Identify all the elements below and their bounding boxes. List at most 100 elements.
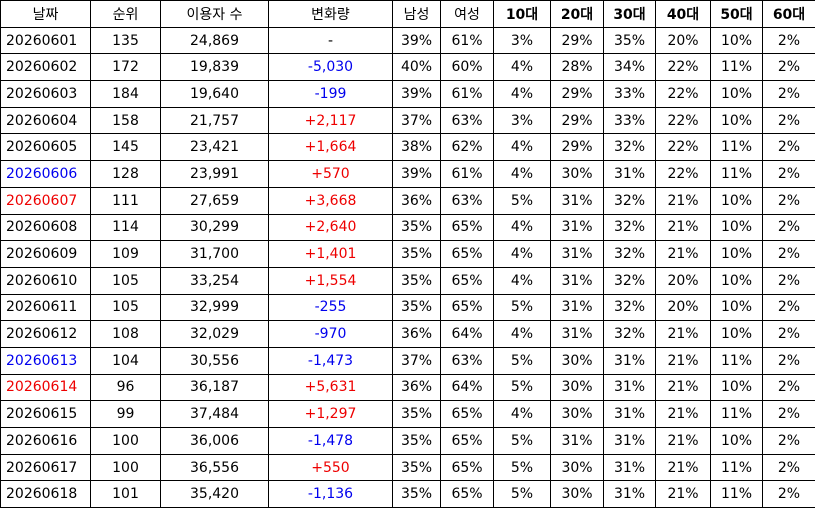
table-cell: 28% — [550, 53, 604, 82]
table-cell: 35% — [392, 213, 441, 242]
table-row: 20260610 105 33,254 +1,554 35% 65% 4% 31% 32% 20%… — [0, 266, 815, 295]
table-cell: 2% — [762, 26, 815, 55]
table-cell: 31% — [603, 453, 656, 482]
table-row: 20260606 128 23,991 +570 39% 61% 4% 30% 31% 22% 11… — [0, 160, 815, 188]
table-cell: 65% — [440, 453, 494, 482]
table-cell: 11% — [710, 133, 763, 162]
header-row: 날짜 순위 이용자 수 변화량 남성 여성 10대 20대 30대 40대 50대 60대 — [0, 0, 815, 28]
table-cell: 65% — [440, 266, 494, 295]
table-cell: 35% — [392, 266, 441, 295]
table-cell: +1,297 — [268, 400, 393, 428]
table-cell: 21% — [655, 240, 711, 268]
table-cell: +2,640 — [268, 213, 393, 242]
table-cell: 21% — [655, 453, 711, 482]
table-row: 20260608 114 30,299 +2,640 35% 65% 4% 31% 32% 21%… — [0, 213, 815, 242]
table-cell: 30% — [550, 480, 604, 508]
table-cell: 2% — [762, 373, 815, 402]
table-cell: 64% — [440, 373, 494, 402]
header-cell: 이용자 수 — [160, 0, 269, 28]
table-cell: -1,473 — [268, 346, 393, 375]
table-cell: 36% — [392, 186, 441, 215]
table-cell: 2% — [762, 186, 815, 215]
table-cell: 20260616 — [0, 427, 91, 455]
table-row: 20260604 158 21,757 +2,117 37% 63% 3% 29% 33% 22%… — [0, 106, 815, 135]
table-row: 20260616 100 36,006 -1,478 35% 65% 5% 31% 31% 21%… — [0, 427, 815, 455]
table-cell: 32% — [603, 133, 656, 162]
table-cell: 63% — [440, 186, 494, 215]
table-cell: 19,640 — [160, 80, 269, 108]
table-cell: 21% — [655, 346, 711, 375]
table-cell: 29% — [550, 80, 604, 108]
table-cell: 4% — [493, 53, 551, 82]
table-cell: 2% — [762, 293, 815, 322]
table-cell: 37% — [392, 346, 441, 375]
table-cell: 32% — [603, 240, 656, 268]
table-cell: 4% — [493, 213, 551, 242]
table-cell: 108 — [90, 320, 161, 348]
table-cell: 158 — [90, 106, 161, 135]
table-cell: 21% — [655, 400, 711, 428]
table-cell: 4% — [493, 160, 551, 188]
table-row: 20260612 108 32,029 -970 36% 64% 4% 31% 32% 21% 10… — [0, 320, 815, 348]
table-cell: 96 — [90, 373, 161, 402]
table-cell: 40% — [392, 53, 441, 82]
table-cell: 2% — [762, 160, 815, 188]
table-cell: 19,839 — [160, 53, 269, 82]
table-cell: 31% — [603, 400, 656, 428]
table-cell: 20260617 — [0, 453, 91, 482]
table-cell: 2% — [762, 453, 815, 482]
table-cell: 4% — [493, 266, 551, 295]
table-cell: 21% — [655, 373, 711, 402]
table-cell: -199 — [268, 80, 393, 108]
table-cell: 135 — [90, 26, 161, 55]
table-cell: 20260618 — [0, 480, 91, 508]
table-cell: 184 — [90, 80, 161, 108]
table-cell: 4% — [493, 400, 551, 428]
table-row: 20260617 100 36,556 +550 35% 65% 5% 30% 31% 21% 11… — [0, 453, 815, 482]
table-cell: 31% — [550, 240, 604, 268]
table-cell: 32% — [603, 213, 656, 242]
table-cell: 3% — [493, 26, 551, 55]
header-cell: 50대 — [710, 0, 763, 28]
table-cell: 4% — [493, 133, 551, 162]
table-cell: 31% — [550, 293, 604, 322]
table-cell: -970 — [268, 320, 393, 348]
table-cell: 11% — [710, 400, 763, 428]
table-cell: 105 — [90, 293, 161, 322]
table-cell: 31% — [603, 160, 656, 188]
table-cell: 61% — [440, 80, 494, 108]
table-cell: 2% — [762, 133, 815, 162]
table-cell: 30% — [550, 400, 604, 428]
header-cell: 20대 — [550, 0, 604, 28]
table-cell: 2% — [762, 266, 815, 295]
table-cell: 61% — [440, 26, 494, 55]
table-cell: 5% — [493, 480, 551, 508]
table-cell: 5% — [493, 186, 551, 215]
table-cell: -1,478 — [268, 427, 393, 455]
table-cell: 5% — [493, 346, 551, 375]
table-cell: 36% — [392, 320, 441, 348]
table-cell: 10% — [710, 213, 763, 242]
table-row: 20260611 105 32,999 -255 35% 65% 5% 31% 32% 20% 10… — [0, 293, 815, 322]
table-cell: 29% — [550, 106, 604, 135]
table-cell: 32% — [603, 266, 656, 295]
table-cell: 31,700 — [160, 240, 269, 268]
table-cell: 65% — [440, 427, 494, 455]
table-cell: 65% — [440, 213, 494, 242]
table-cell: 11% — [710, 453, 763, 482]
table-cell: 4% — [493, 240, 551, 268]
table-cell: 22% — [655, 80, 711, 108]
table-cell: 20260601 — [0, 26, 91, 55]
table-cell: 39% — [392, 80, 441, 108]
table-cell: 20260604 — [0, 106, 91, 135]
table-cell: 37% — [392, 106, 441, 135]
table-cell: 111 — [90, 186, 161, 215]
table-cell: 20260611 — [0, 293, 91, 322]
table-cell: 11% — [710, 480, 763, 508]
table-cell: 20260603 — [0, 80, 91, 108]
table-cell: 10% — [710, 427, 763, 455]
header-cell: 60대 — [762, 0, 815, 28]
table-cell: 61% — [440, 160, 494, 188]
header-cell: 남성 — [392, 0, 441, 28]
table-cell: 10% — [710, 26, 763, 55]
